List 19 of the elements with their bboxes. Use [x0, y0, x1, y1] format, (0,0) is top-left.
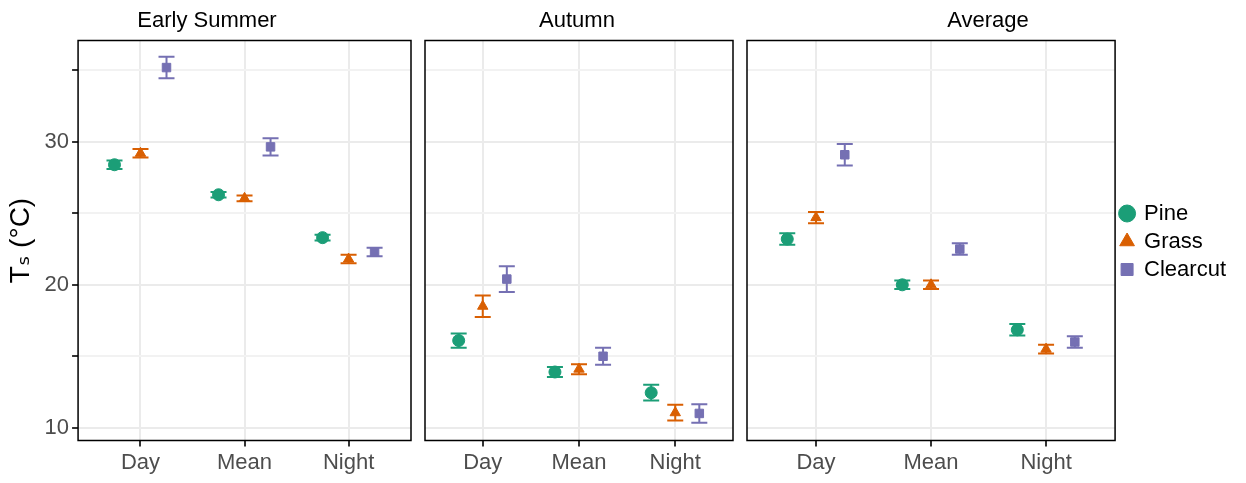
y-tick-label: 30 — [44, 127, 70, 153]
x-tick-label: Day — [463, 448, 503, 474]
legend-label: Pine — [1144, 199, 1189, 225]
chart-title: Average — [947, 7, 1029, 33]
x-tick-label: Day — [796, 448, 836, 474]
chart-title: Autumn — [539, 7, 615, 33]
x-tick-label: Night — [322, 448, 375, 474]
x-tick-label: Mean — [217, 448, 273, 474]
x-tick-label: Mean — [551, 448, 607, 474]
x-tick-label: Day — [120, 448, 161, 474]
x-tick-label: Night — [649, 448, 701, 474]
legend-label: Clearcut — [1144, 255, 1226, 281]
y-axis-title: Tₛ (°C) — [3, 197, 35, 284]
x-tick-label: Mean — [903, 448, 959, 474]
y-tick-label: 10 — [44, 413, 70, 439]
chart-title: Early Summer — [137, 7, 277, 33]
legend-label: Grass — [1144, 227, 1203, 253]
x-tick-label: Night — [1020, 448, 1072, 474]
y-tick-label: 20 — [44, 270, 70, 296]
